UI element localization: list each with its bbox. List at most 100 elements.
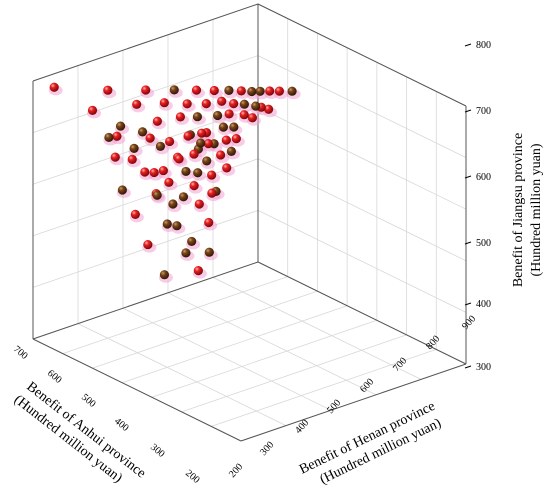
data-point (217, 96, 227, 106)
grid-line (32, 158, 259, 237)
data-point (175, 112, 186, 122)
data-point (207, 170, 217, 180)
data-point (193, 168, 203, 178)
z-tick-label: 700 (476, 106, 491, 117)
data-point (143, 239, 153, 250)
z-tick-label: 500 (476, 238, 491, 249)
y-tick-label: 700 (11, 344, 30, 362)
grid-line (181, 334, 407, 413)
data-point (197, 128, 207, 138)
axis-box-frame (32, 3, 467, 442)
data-point (229, 99, 239, 109)
data-point (159, 270, 170, 280)
data-point (49, 82, 59, 92)
data-point (103, 85, 113, 95)
data-point (168, 199, 178, 209)
data-point (222, 163, 232, 173)
data-point (162, 219, 172, 229)
y-tick-label: 600 (45, 368, 64, 386)
data-point (221, 135, 231, 145)
grid-line (62, 276, 288, 354)
grid-line (257, 158, 467, 262)
grid-line (122, 305, 348, 384)
data-point (130, 209, 140, 219)
data-point (191, 85, 202, 95)
grid-line (211, 349, 437, 427)
x-tick-label: 500 (325, 397, 343, 416)
z-tick-label: 400 (476, 299, 491, 310)
grid-lines (32, 3, 467, 442)
x-axis-ticks: 200 300 400 500 600 700 800 900 (227, 313, 478, 480)
data-point (231, 134, 241, 144)
data-point (216, 150, 226, 160)
data-point (117, 185, 127, 195)
x-axis-label: Benefit of Henan province (Hundred milli… (297, 399, 444, 488)
y-tick-label: 300 (148, 442, 167, 460)
frame-edge (32, 3, 259, 82)
data-point (158, 165, 168, 176)
frame-edge (257, 3, 467, 107)
y-axis-label: Benefit of Anhui province (Hundred milli… (11, 379, 148, 486)
data-point (129, 143, 139, 153)
data-point (181, 248, 191, 258)
data-point (141, 85, 151, 95)
data-point (274, 86, 284, 96)
data-point (183, 131, 193, 141)
data-point (201, 99, 211, 109)
data-point (192, 112, 203, 122)
data-point (203, 138, 213, 149)
data-point (255, 86, 265, 96)
data-point (127, 154, 137, 164)
data-point (224, 109, 234, 119)
data-point (164, 136, 175, 147)
data-point (112, 131, 122, 141)
data-point (182, 99, 192, 109)
data-point (287, 86, 297, 96)
data-point (152, 190, 162, 200)
data-point (263, 104, 274, 114)
grid-line (212, 277, 422, 380)
data-point (115, 121, 126, 131)
data-point (193, 266, 203, 276)
x-tick-label: 200 (227, 461, 245, 480)
data-point (187, 236, 197, 247)
grid-line (122, 307, 332, 411)
y-tick-label: 500 (79, 392, 98, 410)
data-point (247, 113, 258, 123)
z-tick-label: 300 (476, 362, 491, 373)
data-point (196, 138, 206, 148)
x-tick-label: 700 (391, 355, 409, 374)
z-tick-label: 600 (476, 172, 491, 183)
grid-line (257, 210, 467, 313)
data-point (172, 221, 182, 231)
grid-line (257, 55, 467, 158)
data-point (265, 86, 275, 96)
z-axis-label: Benefit of Jiangsu province (Hundred mil… (511, 133, 544, 287)
data-point (145, 133, 155, 143)
data-point (236, 86, 246, 96)
data-point (239, 110, 249, 120)
data-point (169, 85, 179, 95)
data-point (87, 105, 98, 115)
data-point (181, 166, 191, 177)
data-point (207, 188, 217, 198)
data-point (202, 156, 212, 166)
data-point (204, 217, 214, 228)
z-axis-label-line1: Benefit of Jiangsu province (511, 133, 526, 287)
frame-edge (257, 261, 467, 365)
frame-edge (32, 338, 242, 442)
grid-line (92, 290, 318, 369)
data-point (194, 199, 204, 209)
data-point (149, 167, 159, 178)
x-tick-label: 600 (358, 376, 376, 395)
data-point (155, 141, 166, 151)
data-point (159, 98, 169, 108)
data-point (229, 122, 239, 132)
y-tick-label: 400 (112, 416, 131, 434)
data-point (110, 152, 120, 162)
grid-line (167, 292, 377, 396)
data-point (189, 181, 199, 191)
data-point (140, 167, 150, 177)
data-point (104, 132, 114, 143)
